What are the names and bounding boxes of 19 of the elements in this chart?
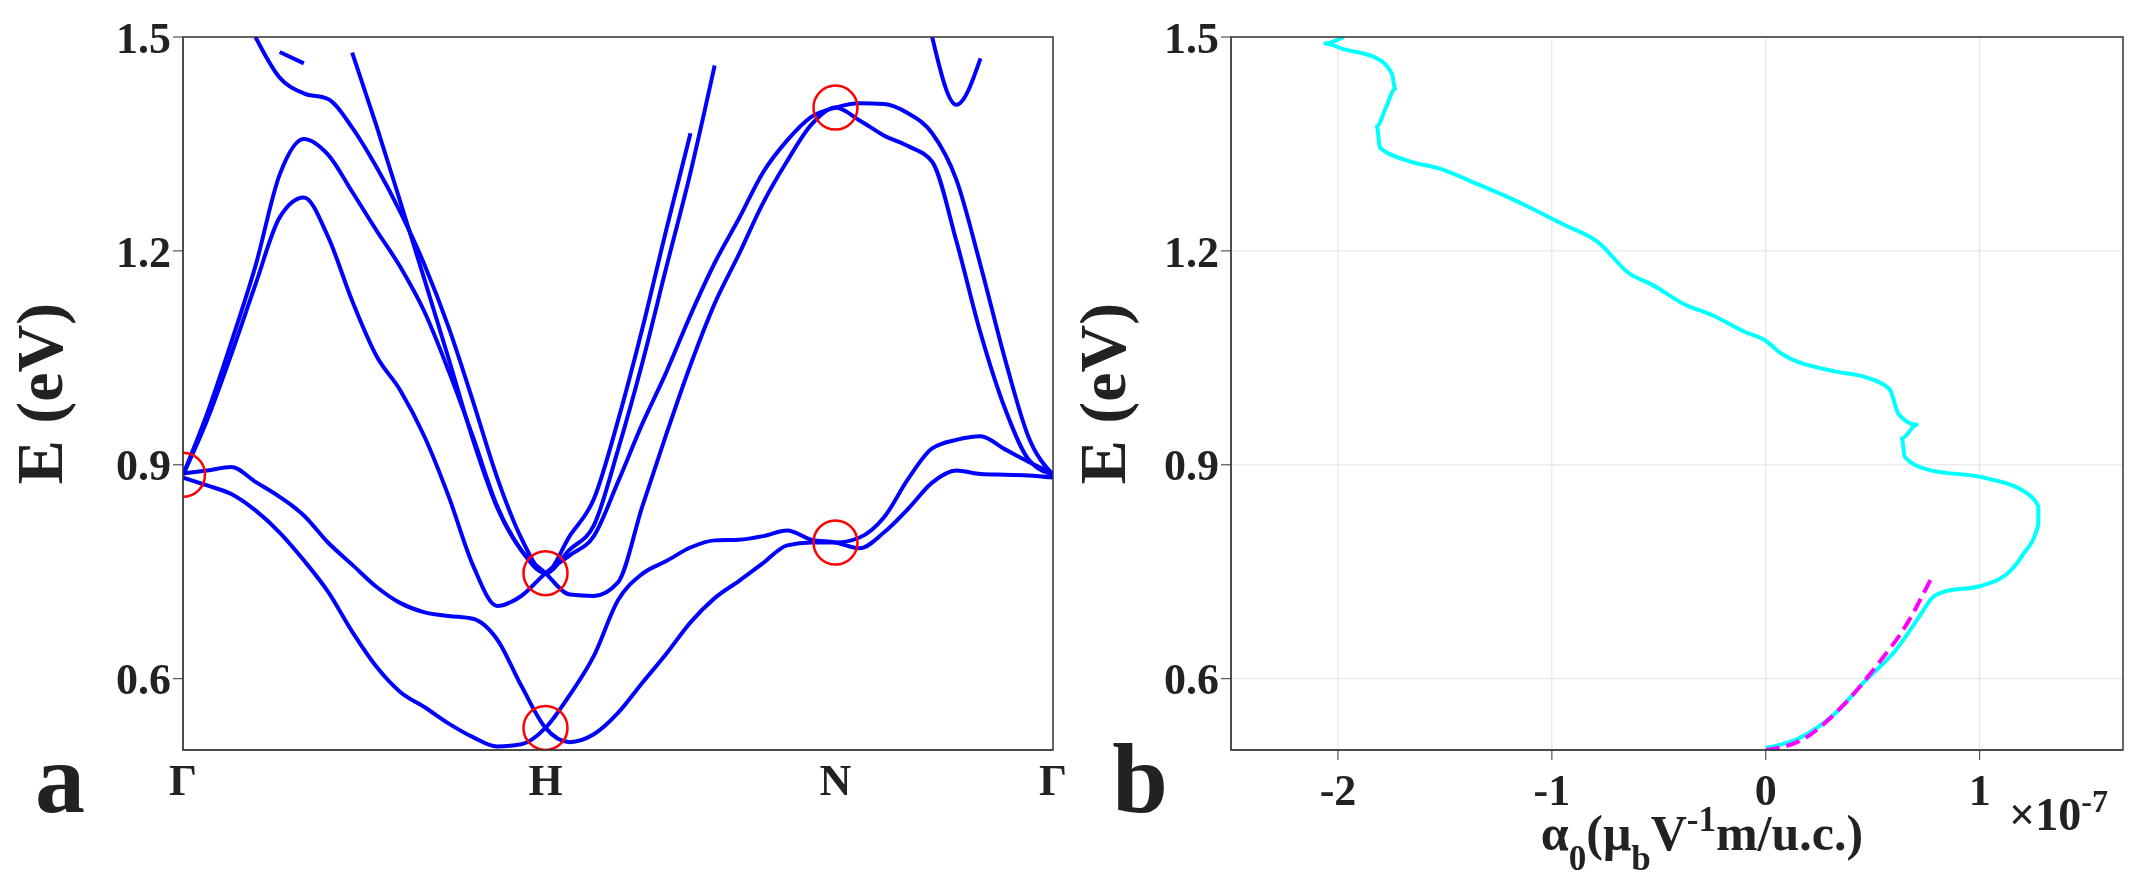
x-tick-label: 0 [1754,766,1777,816]
y-axis-title: E (eV) [3,302,77,485]
x-tick-label: Γ [169,756,197,806]
y-tick-label: 1.2 [1164,227,1219,277]
text: b [1112,723,1168,834]
text: a [35,723,85,834]
y-tick-label: 1.2 [116,227,171,277]
x-tick-label: Γ [1039,756,1067,806]
x-tick-label: 1 [1968,766,1991,816]
y-tick-label: 0.9 [1164,441,1219,491]
y-tick-label: 0.6 [116,655,171,705]
x-tick-label: H [528,756,563,806]
y-tick-label: 1.5 [1164,13,1219,63]
text: ×10$^{-7}$ [2008,783,2108,840]
y-tick-label: 0.6 [1164,655,1219,705]
y-tick-label: 0.9 [116,441,171,491]
x-tick-label: -2 [1319,766,1357,816]
y-tick-label: 1.5 [116,13,171,63]
x-tick-label: N [819,756,852,806]
